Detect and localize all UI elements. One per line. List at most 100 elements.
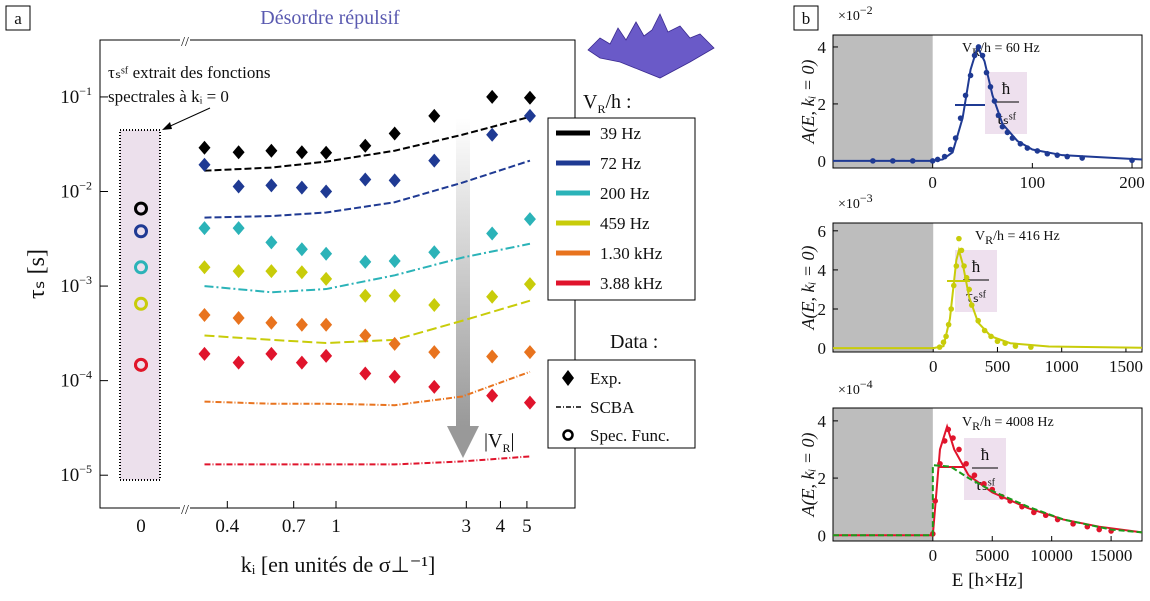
y-tick-label: 2 [818, 469, 827, 488]
panel-label: b [802, 9, 811, 28]
exp-marker [359, 328, 372, 343]
scba-line [204, 115, 531, 172]
chart-title: Désordre répulsif [260, 7, 400, 29]
width-label: τₛˢᶠ [996, 109, 1017, 128]
exp-marker [198, 140, 211, 155]
y-tick-exponent: −5 [79, 462, 92, 476]
exp-marker [265, 143, 278, 158]
exp-marker [320, 317, 333, 332]
scba-line [204, 455, 531, 466]
y-tick-label: 4 [818, 261, 827, 280]
y-tick-label: 10−2 [60, 179, 92, 203]
exp-marker [295, 355, 308, 370]
y-tick-label: 4 [818, 412, 827, 431]
x-tick-label: 1000 [1045, 357, 1079, 376]
data-point [956, 446, 962, 453]
y-axis-label: A(E, kᵢ = 0) [798, 60, 819, 145]
exp-marker [428, 298, 441, 313]
y-tick-label: 10 [60, 276, 79, 297]
exp-marker [232, 355, 245, 370]
y-tick-label: 10 [60, 371, 79, 392]
legend-label: SCBA [590, 398, 635, 417]
x-axis-label: kᵢ [en unités de σ⊥⁻¹] [241, 552, 436, 577]
exp-marker [486, 127, 499, 142]
spec-func-box [119, 129, 161, 481]
exp-marker [320, 184, 333, 199]
exp-marker [198, 221, 211, 236]
fit-line [833, 246, 1143, 350]
data-point [1096, 526, 1103, 533]
legend-label: 459 Hz [600, 214, 650, 233]
annotation-arrow [165, 107, 211, 129]
y-tick-label: 10−5 [60, 462, 92, 486]
exp-marker [232, 145, 245, 160]
exp-marker [388, 369, 401, 384]
panel-label-box [5, 5, 31, 31]
exp-marker [428, 153, 441, 168]
y-tick-label: 10−4 [60, 368, 92, 392]
panel-b1-deco: ×10−2 VR/h = 60 Hz ħ τₛˢᶠ [838, 3, 1040, 134]
exp-marker [320, 271, 333, 286]
x-tick-label: 5000 [975, 546, 1009, 565]
exp-marker [428, 245, 441, 260]
x-tick-label: 3 [462, 516, 472, 537]
legend-label: Spec. Func. [590, 426, 670, 445]
x-tick-label: 0 [928, 173, 937, 192]
y-multiplier: ×10−2 [838, 3, 873, 24]
y-axis-label: A(E, kᵢ = 0) [798, 246, 819, 331]
legend-label: 39 Hz [600, 124, 642, 143]
axis-break [180, 33, 190, 47]
exp-marker [428, 345, 441, 360]
y-tick-label: 10 [60, 182, 79, 203]
legend-marker [562, 370, 574, 386]
x-tick-label: 4 [496, 516, 506, 537]
x-tick-label: 10000 [1030, 546, 1073, 565]
y-tick-label: 0 [818, 526, 827, 545]
exp-marker [486, 388, 499, 403]
y-axis-label: τₛ [s] [24, 249, 50, 299]
data-point [971, 472, 978, 479]
exp-marker [388, 336, 401, 351]
width-label: ħ [972, 257, 981, 276]
x-tick-label: 5 [522, 516, 532, 537]
y-tick-label: 10−1 [60, 84, 92, 108]
y-tick-label: 10−3 [60, 273, 92, 297]
exp-marker [198, 346, 211, 361]
exp-marker [198, 307, 211, 322]
plot-frame [832, 222, 1143, 353]
panel-label: a [14, 9, 22, 28]
legend-label: Exp. [590, 369, 622, 388]
exp-marker [388, 173, 401, 188]
exp-marker [320, 246, 333, 261]
disorder-illustration [587, 13, 715, 79]
x-tick-label: 0 [929, 546, 938, 565]
exp-marker [295, 145, 308, 160]
y-tick-exponent: −2 [79, 179, 92, 193]
y-multiplier: ×10−3 [838, 191, 873, 212]
exp-marker [523, 277, 536, 292]
exp-marker [486, 289, 499, 304]
exp-marker [359, 138, 372, 153]
exp-marker [523, 108, 536, 123]
exp-marker [232, 310, 245, 325]
exp-marker [486, 226, 499, 241]
x-tick-label: 1 [331, 516, 341, 537]
exp-marker [320, 348, 333, 363]
exp-marker [388, 254, 401, 269]
y-tick-label: 0 [818, 152, 827, 171]
negative-energy-region [833, 223, 934, 352]
x-tick-label: 15000 [1090, 546, 1133, 565]
plot-frame [832, 407, 1143, 542]
trend-arrow [447, 426, 479, 458]
exp-marker [295, 242, 308, 257]
trend-arrow [456, 118, 470, 426]
axis-break: // [181, 35, 189, 50]
exp-marker [359, 172, 372, 187]
exp-marker [486, 349, 499, 364]
exp-marker [320, 145, 333, 160]
exp-marker [198, 260, 211, 275]
exp-marker [523, 345, 536, 360]
fit-line [833, 44, 1143, 162]
exp-marker [232, 264, 245, 279]
